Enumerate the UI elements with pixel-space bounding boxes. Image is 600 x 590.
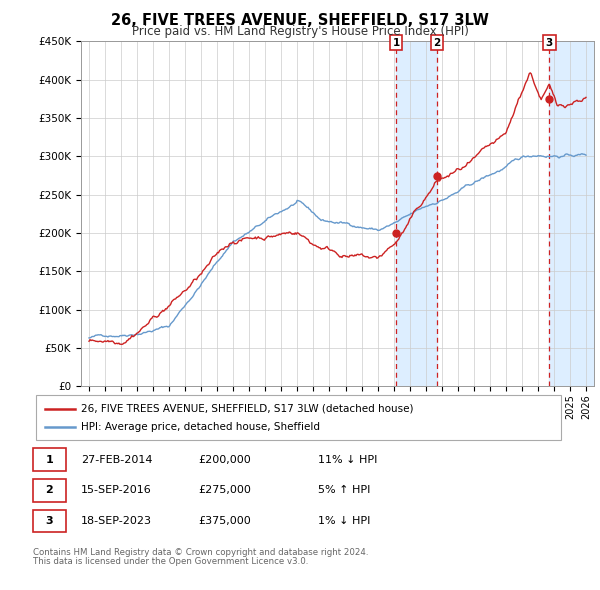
Text: 3: 3 bbox=[46, 516, 53, 526]
Text: £275,000: £275,000 bbox=[198, 486, 251, 495]
Text: 1: 1 bbox=[46, 455, 53, 464]
Text: HPI: Average price, detached house, Sheffield: HPI: Average price, detached house, Shef… bbox=[81, 422, 320, 432]
Text: 26, FIVE TREES AVENUE, SHEFFIELD, S17 3LW (detached house): 26, FIVE TREES AVENUE, SHEFFIELD, S17 3L… bbox=[81, 404, 413, 414]
Text: Price paid vs. HM Land Registry's House Price Index (HPI): Price paid vs. HM Land Registry's House … bbox=[131, 25, 469, 38]
Text: 11% ↓ HPI: 11% ↓ HPI bbox=[318, 455, 377, 464]
Text: £375,000: £375,000 bbox=[198, 516, 251, 526]
Text: This data is licensed under the Open Government Licence v3.0.: This data is licensed under the Open Gov… bbox=[33, 558, 308, 566]
Text: Contains HM Land Registry data © Crown copyright and database right 2024.: Contains HM Land Registry data © Crown c… bbox=[33, 548, 368, 557]
Text: 2: 2 bbox=[433, 38, 440, 48]
Text: 2: 2 bbox=[46, 486, 53, 495]
Text: 5% ↑ HPI: 5% ↑ HPI bbox=[318, 486, 370, 495]
Text: 1% ↓ HPI: 1% ↓ HPI bbox=[318, 516, 370, 526]
Text: 27-FEB-2014: 27-FEB-2014 bbox=[81, 455, 152, 464]
Text: 18-SEP-2023: 18-SEP-2023 bbox=[81, 516, 152, 526]
Text: 26, FIVE TREES AVENUE, SHEFFIELD, S17 3LW: 26, FIVE TREES AVENUE, SHEFFIELD, S17 3L… bbox=[111, 13, 489, 28]
Bar bbox=[396, 41, 437, 386]
Text: 15-SEP-2016: 15-SEP-2016 bbox=[81, 486, 152, 495]
Text: 3: 3 bbox=[545, 38, 553, 48]
Text: 1: 1 bbox=[392, 38, 400, 48]
Bar bbox=[549, 41, 594, 386]
Text: £200,000: £200,000 bbox=[198, 455, 251, 464]
